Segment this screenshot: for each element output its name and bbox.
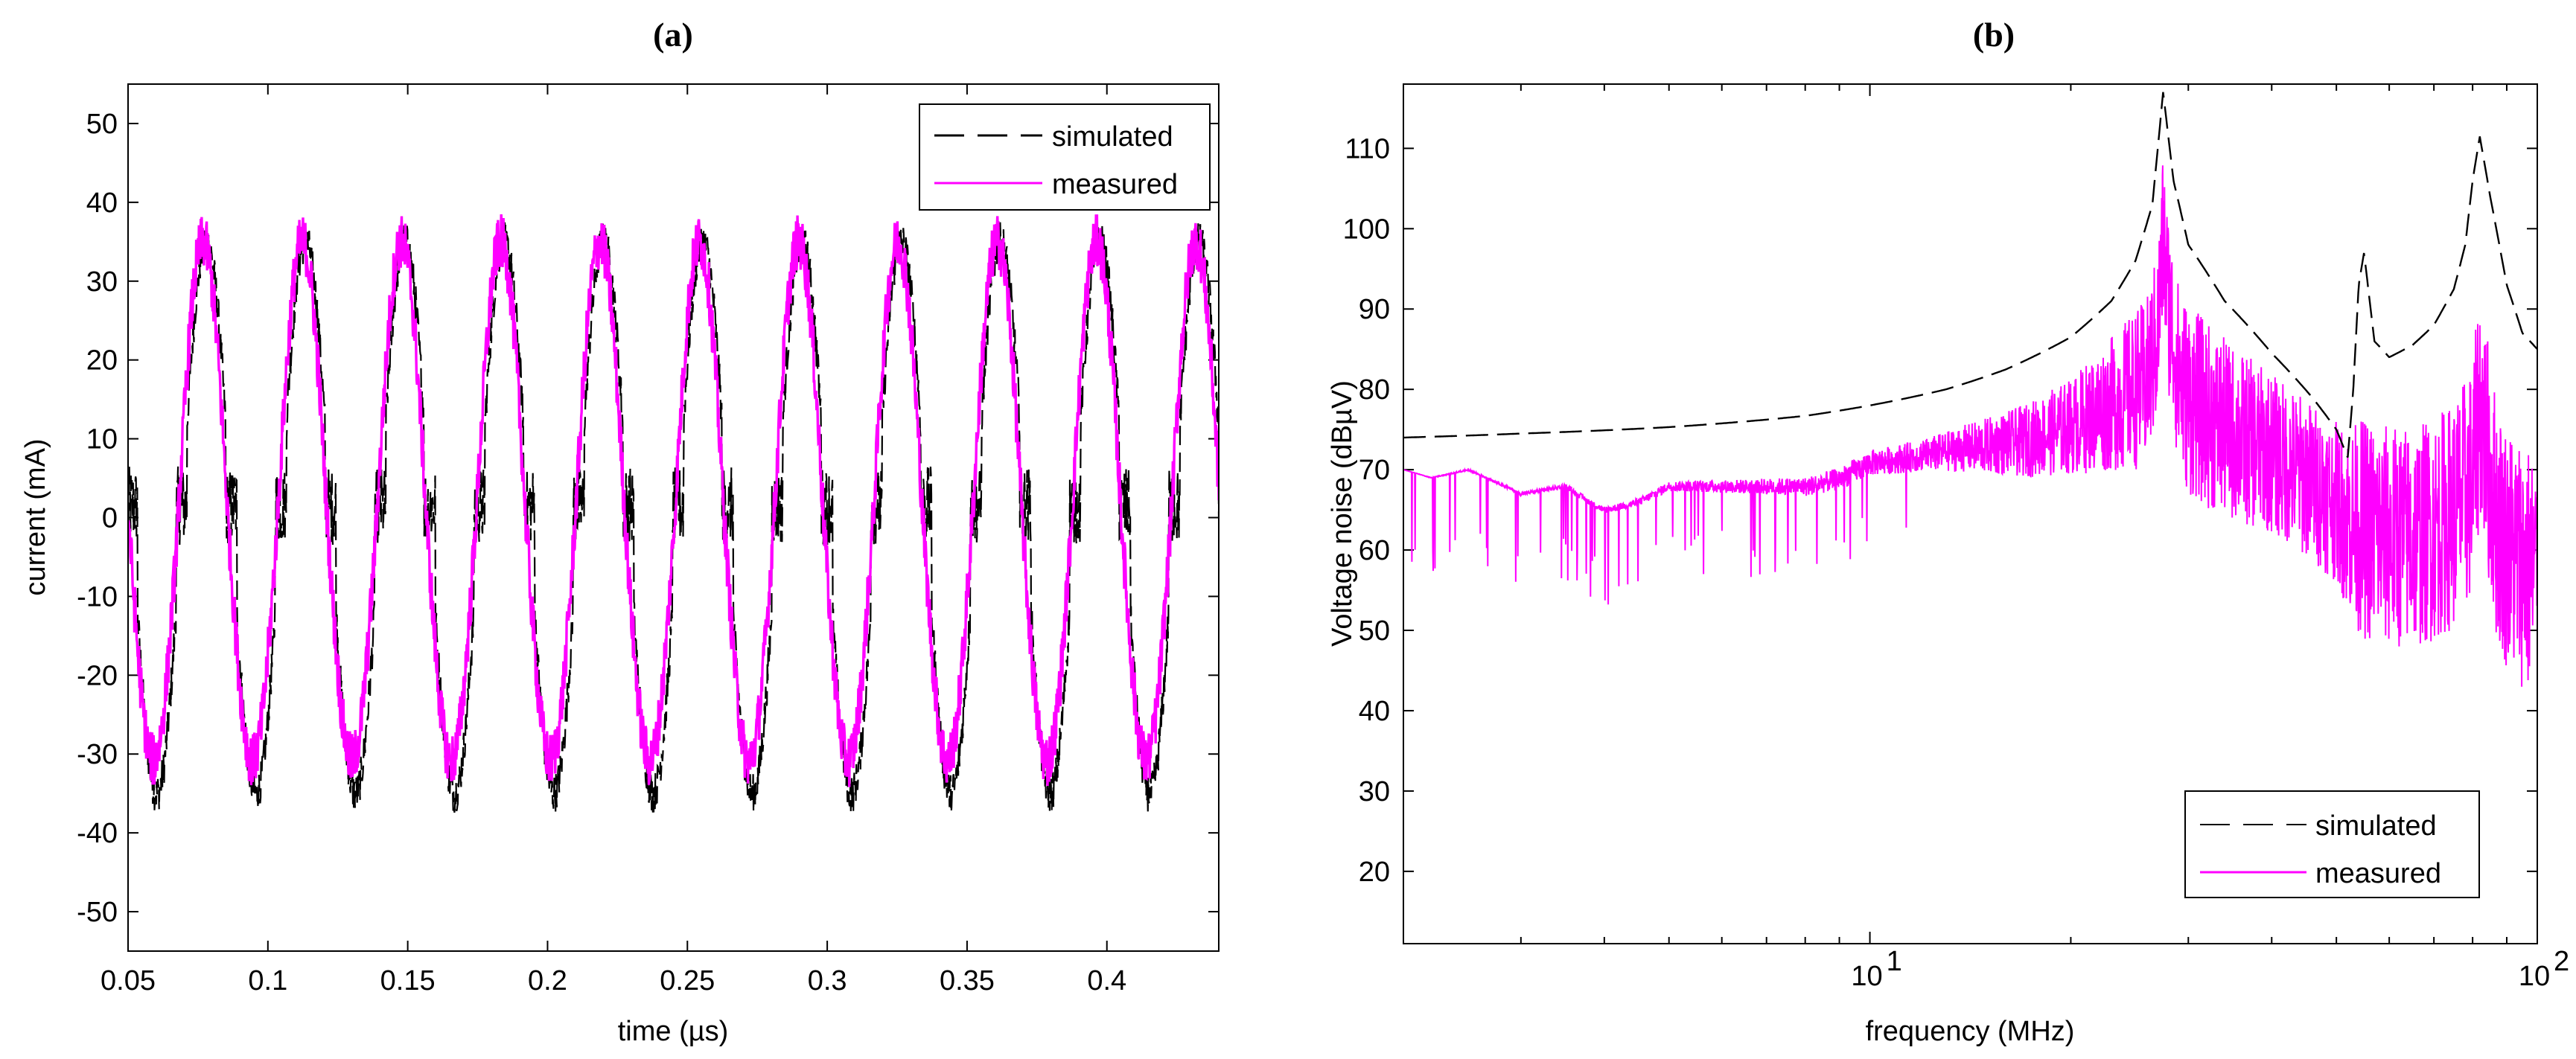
panel-b-xtick-label: 10: [2519, 961, 2550, 992]
panel-a-tick-labels: 0.05 0.1 0.15 0.2 0.25 0.3 0.35 0.4 -50 -40 -30 -20…: [77, 109, 1126, 996]
panel-b-legend-measured-label: measured: [2315, 858, 2441, 889]
panel-b-ytick-label: 70: [1359, 455, 1390, 486]
panel-a-ytick-label: -40: [77, 818, 118, 849]
panel-a-legend-measured-label: measured: [1052, 169, 1178, 200]
panel-a-legend-simulated-label: simulated: [1052, 121, 1173, 153]
panel-b-series-simulated: [1403, 92, 2537, 458]
panel-a-xtick-label: 0.25: [660, 965, 715, 996]
panel-a-xlabel: time (µs): [618, 1016, 729, 1047]
panel-a-frame: [127, 83, 1220, 952]
panel-a-ytick-label: 10: [86, 424, 118, 455]
panel-a-xtick-label: 0.35: [940, 965, 995, 996]
panel-a-xtick-label: 0.05: [101, 965, 156, 996]
panel-b-frame: [1403, 83, 2538, 944]
panel-b-xtick-exponent: 1: [1887, 946, 1902, 977]
panel-a-ytick-label: 30: [86, 266, 118, 298]
panel-a-xtick-label: 0.15: [380, 965, 436, 996]
panel-b-ytick-label: 60: [1359, 535, 1390, 566]
panel-a-ytick-label: -50: [77, 897, 118, 928]
panel-a-ytick-label: -10: [77, 581, 118, 612]
panel-a-legend-box: [919, 103, 1211, 211]
panel-a: (a) 0.05 0.1 0.15 0.2 0.25 0.3 0.35 0.4 -50 -40 -3…: [20, 16, 1220, 1047]
panel-b-ytick-label: 40: [1359, 696, 1390, 727]
panel-a-xtick-label: 0.3: [808, 965, 847, 996]
panel-b-legend-box: [2184, 790, 2480, 898]
panel-a-ytick-label: 50: [86, 109, 118, 140]
panel-b-ytick-label: 90: [1359, 294, 1390, 325]
panel-a-ytick-label: 40: [86, 188, 118, 219]
panel-a-xtick-label: 0.1: [248, 965, 287, 996]
panel-a-ytick-label: 20: [86, 345, 118, 377]
panel-b-xtick-label: 10: [1851, 961, 1882, 992]
panel-a-ylabel: current (mA): [20, 438, 51, 595]
panel-b-ytick-label: 20: [1359, 857, 1390, 888]
panel-a-ytick-label: 0: [102, 503, 118, 534]
panel-b-xtick-exponent: 2: [2554, 946, 2569, 977]
panel-a-plot-area: [128, 84, 1219, 951]
panel-a-ytick-label: -30: [77, 739, 118, 770]
panel-a-ytick-label: -20: [77, 660, 118, 691]
panel-a-series-measured: [128, 214, 1219, 787]
panel-b-ytick-label: 100: [1343, 214, 1390, 245]
panel-b-title: (b): [1973, 16, 2015, 54]
panel-b-legend-simulated-label: simulated: [2315, 810, 2437, 842]
panel-b-ytick-label: 80: [1359, 374, 1390, 406]
panel-b-ytick-label: 110: [1345, 133, 1390, 164]
panel-b-series-measured: [1403, 165, 2537, 687]
panel-b-ytick-label: 50: [1359, 615, 1390, 647]
panel-b-xlabel: frequency (MHz): [1866, 1016, 2075, 1047]
panel-b-series: [1403, 92, 2537, 687]
panel-b-ytick-label: 30: [1359, 776, 1390, 807]
panel-a-legend: simulated measured: [919, 103, 1211, 211]
panel-a-xtick-label: 0.4: [1087, 965, 1126, 996]
panel-a-xtick-label: 0.2: [528, 965, 567, 996]
panel-a-title: (a): [653, 16, 693, 54]
panel-b-legend: simulated measured: [2184, 790, 2480, 898]
panel-a-series: [128, 214, 1219, 813]
panel-b-ylabel: Voltage noise (dBµV): [1327, 380, 1358, 647]
